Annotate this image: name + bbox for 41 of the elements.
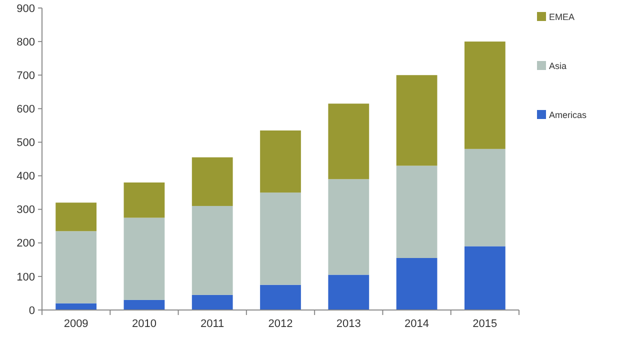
- y-tick-label: 800: [16, 36, 35, 48]
- bar: [396, 75, 438, 166]
- legend-label: Asia: [549, 61, 567, 71]
- bar: [464, 246, 506, 310]
- y-tick-label: 500: [16, 137, 35, 150]
- x-tick-label: 2014: [404, 318, 430, 330]
- y-tick-label: 600: [16, 104, 35, 116]
- bar: [192, 206, 233, 295]
- bar: [260, 192, 301, 285]
- bar: [396, 258, 438, 310]
- bar: [328, 179, 370, 275]
- bar: [464, 42, 506, 149]
- bar: [56, 202, 97, 232]
- bar: [124, 218, 165, 300]
- bar: [124, 182, 165, 218]
- bar: [328, 274, 370, 310]
- y-tick-label: 900: [16, 2, 35, 15]
- y-tick-label: 100: [16, 271, 35, 284]
- bar: [56, 303, 97, 310]
- x-tick-label: 2011: [200, 318, 224, 330]
- bar: [192, 157, 233, 206]
- x-tick-label: 2012: [268, 318, 293, 330]
- bar: [396, 166, 438, 258]
- x-tick-label: 2009: [64, 318, 88, 330]
- x-tick-label: 2013: [336, 318, 361, 330]
- x-tick-label: 2015: [472, 318, 498, 330]
- bar: [328, 104, 370, 180]
- bar: [124, 300, 165, 310]
- y-tick-label: 200: [16, 238, 35, 250]
- bar: [56, 231, 97, 304]
- bar: [260, 284, 301, 310]
- bar: [192, 294, 233, 310]
- y-tick-label: 0: [28, 304, 35, 317]
- y-tick-label: 400: [16, 170, 35, 183]
- x-tick-label: 2010: [132, 318, 156, 330]
- bar: [260, 130, 301, 193]
- legend-label: Americas: [549, 110, 588, 120]
- legend-label: EMEA: [549, 12, 575, 22]
- y-tick-label: 700: [16, 70, 35, 82]
- bar: [464, 148, 506, 246]
- y-tick-label: 300: [16, 204, 35, 216]
